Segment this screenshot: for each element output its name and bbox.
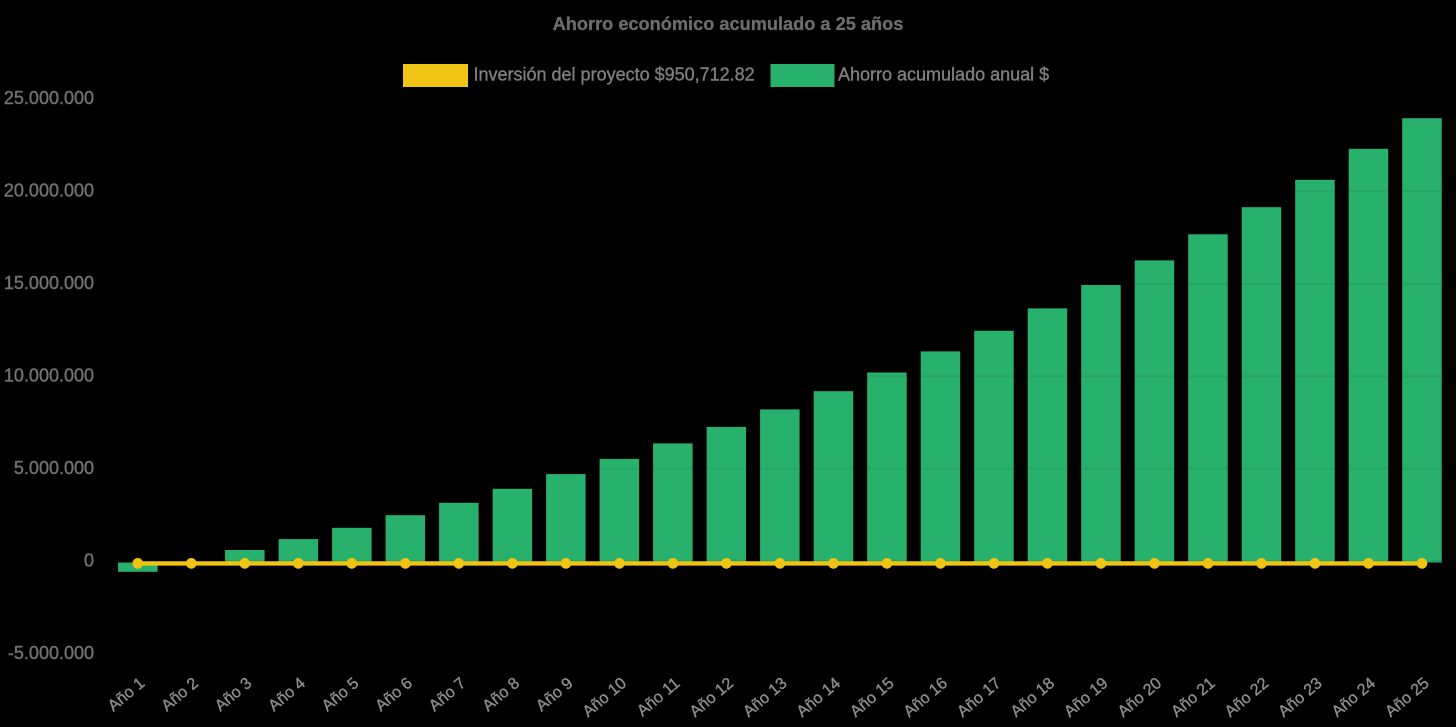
svg-text:20.000.000: 20.000.000 [4,181,94,201]
svg-text:Ahorro acumulado anual $: Ahorro acumulado anual $ [838,64,1049,84]
svg-text:25.000.000: 25.000.000 [4,88,94,108]
svg-text:10.000.000: 10.000.000 [4,366,94,386]
svg-text:Inversión del proyecto $950,71: Inversión del proyecto $950,712.82 [474,64,755,84]
svg-text:-5.000.000: -5.000.000 [8,643,94,663]
svg-text:15.000.000: 15.000.000 [4,273,94,293]
svg-text:0: 0 [84,551,94,571]
svg-text:Ahorro económico acumulado a 2: Ahorro económico acumulado a 25 años [553,14,904,34]
svg-text:5.000.000: 5.000.000 [14,458,94,478]
